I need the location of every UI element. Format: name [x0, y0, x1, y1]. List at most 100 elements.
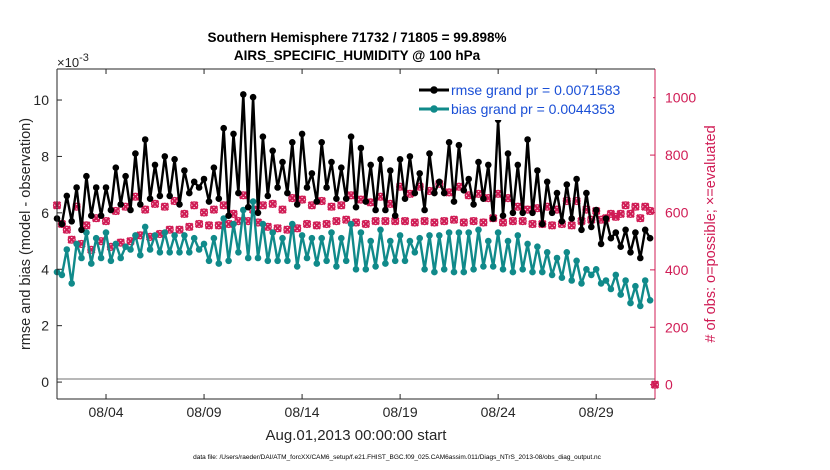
obs-possible-point — [498, 218, 508, 227]
bias-point — [578, 280, 585, 287]
bias-point — [63, 246, 71, 253]
bias-point — [73, 240, 80, 248]
x-tick-label: 08/19 — [383, 404, 418, 420]
bias-point — [230, 220, 237, 228]
obs-evaluated-point — [420, 216, 429, 226]
bias-point — [269, 229, 277, 236]
exponent-power: -3 — [79, 52, 89, 64]
bias-point — [102, 229, 110, 236]
bias-point — [612, 271, 620, 279]
obs-evaluated-point — [513, 202, 522, 211]
obs-evaluated-point — [479, 218, 488, 227]
rmse-point — [58, 220, 66, 228]
legend-box — [413, 78, 653, 120]
rmse-point — [240, 91, 247, 98]
rmse-point — [558, 218, 566, 225]
rmse-point — [524, 136, 531, 143]
obs-evaluated-point — [278, 205, 287, 214]
rmse-point — [372, 206, 379, 214]
bias-point — [97, 254, 105, 262]
bias-point — [622, 277, 629, 284]
bias-point — [58, 271, 66, 279]
obs-evaluated-point — [312, 221, 321, 230]
bias-point — [210, 234, 218, 242]
rmse-point — [117, 201, 124, 208]
bias-point — [548, 271, 556, 279]
rmse-point — [543, 178, 551, 186]
rmse-point — [289, 139, 296, 146]
obs-possible-point — [518, 217, 527, 226]
rmse-point — [323, 184, 330, 191]
rmse-point — [284, 189, 291, 197]
obs-possible-point — [322, 219, 331, 229]
rmse-point — [377, 156, 384, 163]
obs-possible-point — [508, 217, 518, 226]
rmse-point — [445, 139, 453, 146]
rmse-point — [92, 184, 100, 191]
obs-possible-point — [62, 225, 71, 234]
obs-evaluated-point — [160, 202, 169, 211]
obs-evaluated-point — [616, 209, 625, 219]
rmse-point — [367, 161, 375, 169]
rmse-point — [318, 139, 326, 146]
obs-possible-point — [420, 217, 429, 226]
rmse-point — [254, 209, 262, 217]
rmse-point — [352, 203, 360, 211]
legend-bias-marker — [430, 105, 438, 113]
bias-point — [195, 246, 203, 253]
obs-possible-point — [199, 208, 209, 217]
obs-possible-point — [307, 201, 317, 210]
rmse-point — [485, 161, 492, 169]
rmse-point — [205, 198, 213, 205]
obs-possible-point — [175, 225, 184, 234]
rmse-point — [200, 175, 208, 183]
bias-point — [431, 268, 438, 276]
rmse-point — [313, 198, 321, 205]
rmse-point — [146, 195, 154, 202]
y-right-axis-label: # of obs: o=possible; ×=evaluated — [703, 125, 719, 342]
bias-point — [480, 263, 487, 270]
rmse-point — [578, 226, 585, 234]
rmse-point — [362, 198, 370, 205]
rmse-point — [612, 229, 620, 236]
obs-evaluated-point — [371, 216, 380, 226]
rmse-point — [112, 164, 120, 171]
rmse-line — [56, 93, 652, 260]
rmse-point — [553, 189, 561, 197]
obs-possible-point — [479, 218, 488, 227]
obs-possible-point — [410, 218, 419, 227]
rmse-point — [499, 212, 507, 219]
bias-point — [607, 285, 615, 293]
bias-point — [328, 229, 335, 236]
bias-point — [200, 240, 208, 248]
bias-point — [352, 266, 360, 273]
bias-point — [514, 232, 522, 239]
rmse-point — [230, 130, 237, 138]
obs-possible-point — [180, 209, 189, 219]
rmse-point — [171, 156, 178, 163]
bias-point — [161, 229, 169, 236]
obs-evaluated-point — [297, 195, 307, 204]
obs-possible-point — [400, 217, 410, 226]
rmse-point — [210, 164, 218, 171]
obs-evaluated-point — [101, 216, 111, 226]
rmse-point — [489, 215, 497, 222]
bias-point — [308, 234, 316, 242]
bias-point — [440, 266, 448, 273]
obs-evaluated-point — [567, 221, 576, 230]
rmse-point — [622, 226, 629, 234]
y-left-axis-ticks: 0 2 4 6 8 10 — [33, 92, 62, 390]
obs-possible-point — [523, 205, 532, 214]
rmse-point — [602, 215, 610, 222]
bias-point — [333, 263, 340, 270]
obs-possible-point — [636, 214, 645, 223]
rmse-point — [176, 201, 183, 208]
bias-point — [534, 243, 541, 250]
obs-possible-point — [469, 217, 478, 226]
rmse-point — [293, 201, 301, 208]
rmse-point — [607, 234, 615, 242]
bias-point — [171, 232, 178, 239]
bias-point — [641, 277, 649, 284]
obs-evaluated-point — [342, 215, 351, 224]
bias-point — [176, 249, 183, 256]
